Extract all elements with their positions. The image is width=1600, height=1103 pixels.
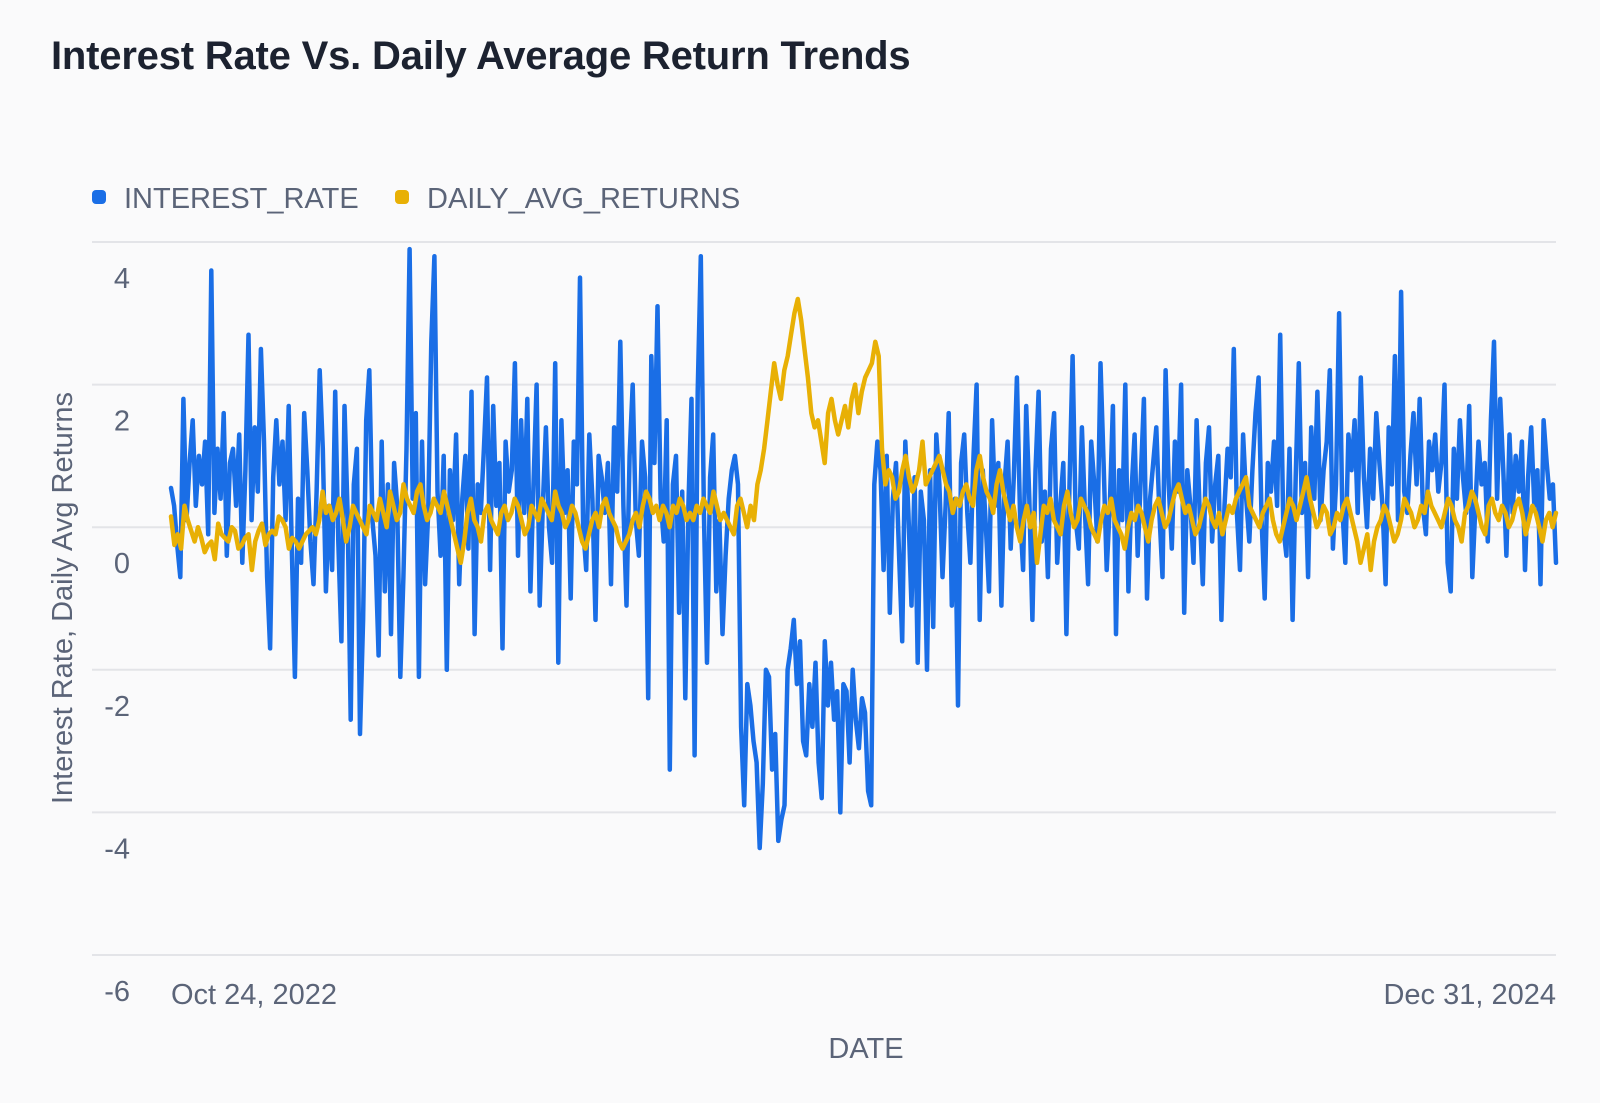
legend-label-daily-avg-returns: DAILY_AVG_RETURNS (427, 183, 740, 215)
y-tick-label: 2 (114, 406, 130, 438)
chart-title: Interest Rate Vs. Daily Average Return T… (51, 34, 911, 78)
y-tick-label: -6 (104, 976, 130, 1008)
legend-label-interest-rate: INTEREST_RATE (124, 183, 359, 215)
y-tick-label: 4 (114, 263, 130, 295)
y-axis-ticks: 4 2 0 -2 -4 -6 (104, 263, 130, 1008)
legend-swatch-daily-avg-returns (395, 190, 409, 204)
x-tick-label-start: Oct 24, 2022 (171, 979, 337, 1011)
x-axis-title: DATE (828, 1033, 903, 1065)
x-tick-label-end: Dec 31, 2024 (1383, 979, 1556, 1011)
y-tick-label: -4 (104, 833, 130, 865)
y-axis-title: Interest Rate, Daily Avg Returns (47, 392, 79, 804)
series-line-interest-rate (168, 246, 1559, 851)
legend-swatch-interest-rate (92, 190, 106, 204)
series-group (168, 246, 1559, 851)
y-tick-label: -2 (104, 691, 130, 723)
y-tick-label: 0 (114, 548, 130, 580)
series-line-daily-avg-returns (168, 296, 1559, 573)
legend: INTEREST_RATE DAILY_AVG_RETURNS (92, 183, 740, 215)
